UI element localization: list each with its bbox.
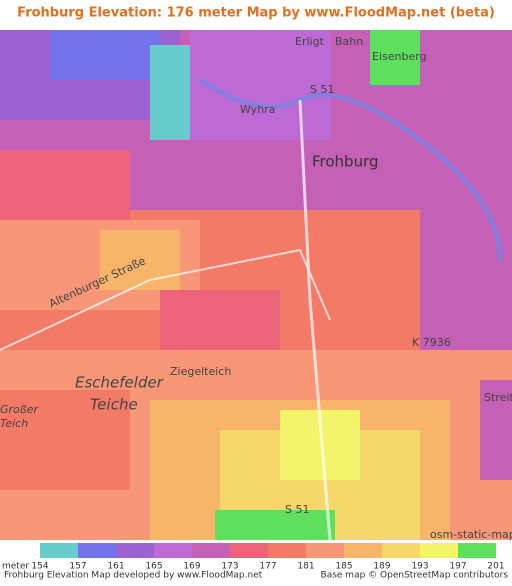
place-label: Wyhra [240, 103, 275, 116]
legend-swatch [420, 543, 458, 558]
legend-swatch [344, 543, 382, 558]
place-label: Frohburg [312, 153, 379, 171]
legend-label: 157 [69, 562, 86, 572]
road-label: S 51 [310, 83, 334, 96]
map [0, 30, 512, 541]
legend-label: 201 [487, 562, 504, 572]
legend-label: 177 [259, 562, 276, 572]
footer-left: Frohburg Elevation Map developed by www.… [4, 571, 263, 581]
legend-swatch [40, 543, 78, 558]
legend-swatch [382, 543, 420, 558]
legend-swatch [230, 543, 268, 558]
legend-label: 165 [145, 562, 162, 572]
place-label: Großer [0, 403, 39, 416]
legend-label: 154 [31, 562, 48, 572]
place-label: Bahn [335, 35, 363, 48]
place-label: Teiche [90, 396, 138, 414]
road-label: K 7936 [412, 336, 451, 349]
place-label: Teich [0, 417, 28, 430]
attribution: osm-static-maps [430, 528, 512, 541]
legend-label: 185 [335, 562, 352, 572]
legend-unit: meter [2, 562, 29, 572]
legend-label: 193 [411, 562, 428, 572]
legend-swatch [78, 543, 116, 558]
place-label: Erligt [295, 35, 325, 48]
legend-label: 189 [373, 562, 390, 572]
legend-label: 169 [183, 562, 200, 572]
legend-label: 181 [297, 562, 314, 572]
legend-swatch [268, 543, 306, 558]
legend-label: 173 [221, 562, 238, 572]
legend-label: 161 [107, 562, 124, 572]
legend-swatch [306, 543, 344, 558]
place-label: Eisenberg [372, 50, 427, 63]
footer-right: Base map © OpenStreetMap contributors [321, 571, 509, 581]
road-label: S 51 [285, 503, 309, 516]
place-label: Eschefelder [75, 374, 164, 392]
place-label: Ziegelteich [170, 365, 231, 378]
title: Frohburg Elevation: 176 meter Map by www… [17, 6, 495, 21]
legend-swatch [116, 543, 154, 558]
legend: meter 154 157 161 165 169 173 177 181 185 189 193 19… [2, 543, 505, 572]
legend-swatch [192, 543, 230, 558]
place-label: Streit [484, 391, 512, 404]
legend-swatch [458, 543, 496, 558]
legend-label: 197 [449, 562, 466, 572]
legend-swatch [154, 543, 192, 558]
